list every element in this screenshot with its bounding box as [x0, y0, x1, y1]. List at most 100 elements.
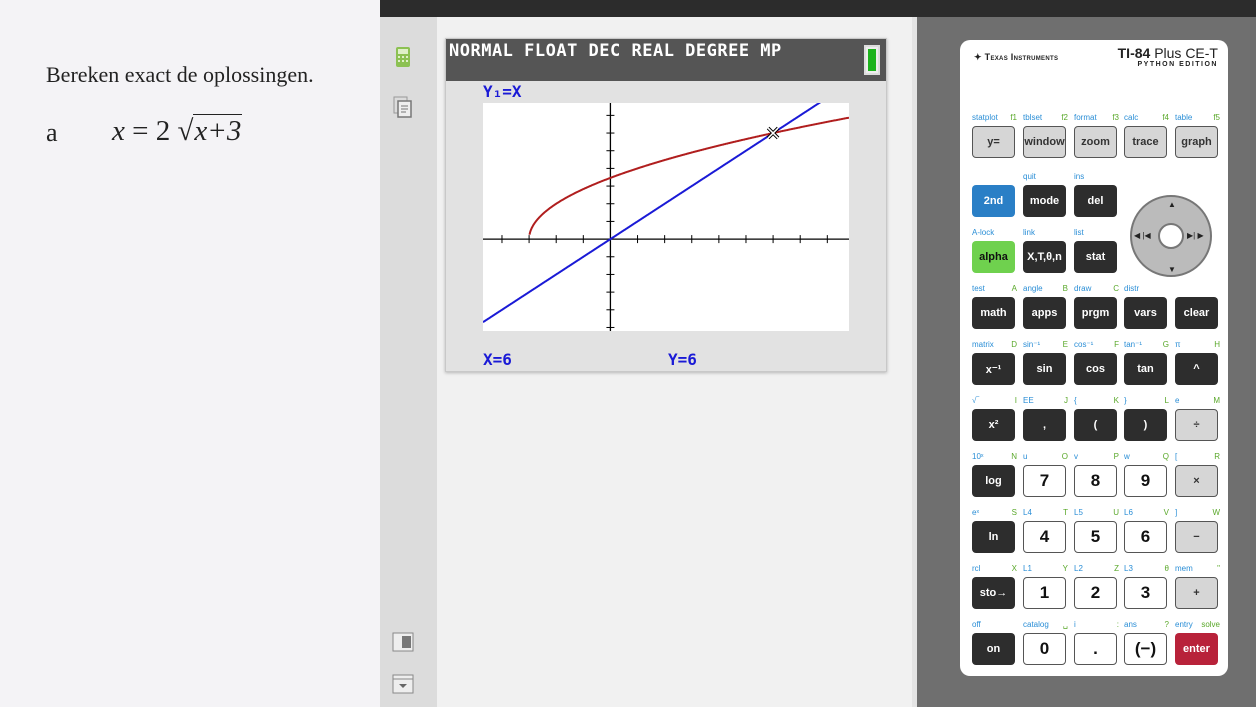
key-button[interactable]: (−) [1124, 633, 1167, 665]
key-button[interactable]: + [1175, 577, 1218, 609]
key-button[interactable]: enter [1175, 633, 1218, 665]
dpad[interactable]: ▲ ▼ ◀ |◀ ▶| ▶ [1130, 195, 1212, 277]
key-button[interactable]: math [972, 297, 1015, 329]
key-button[interactable]: y= [972, 126, 1015, 158]
key-button[interactable]: tan [1124, 353, 1167, 385]
key-button[interactable]: log [972, 465, 1015, 497]
key-button[interactable]: apps [1023, 297, 1066, 329]
key-button[interactable]: on [972, 633, 1015, 665]
key-button[interactable]: clear [1175, 297, 1218, 329]
key-button[interactable]: 3 [1124, 577, 1167, 609]
brand-name: Texas Instruments [984, 52, 1059, 62]
arrow-right-button[interactable]: ▶| ▶ [1187, 231, 1204, 240]
second-function-label: 10ˣ [972, 452, 984, 461]
key-cell: u O 7 [1023, 452, 1068, 502]
key-button[interactable]: del [1074, 185, 1117, 217]
alpha-label: θ [1164, 564, 1169, 573]
key-cell: } L) [1124, 396, 1169, 446]
alpha-label: F [1114, 340, 1119, 349]
alpha-label: W [1212, 508, 1220, 517]
equation: x = 2 √x+3 [112, 114, 243, 148]
key-cell: i:. [1074, 620, 1119, 670]
second-function-label: } [1124, 396, 1127, 405]
key-button[interactable]: 9 [1124, 465, 1167, 497]
key-button[interactable]: X,T,θ,n [1023, 241, 1066, 273]
key-button[interactable]: 5 [1074, 521, 1117, 553]
keypad-layout-icon[interactable] [392, 630, 414, 654]
collapse-icon[interactable] [392, 672, 414, 696]
plot-background [483, 103, 849, 331]
key-button[interactable]: , [1023, 409, 1066, 441]
key-button[interactable]: 4 [1023, 521, 1066, 553]
alpha-label: A [1011, 284, 1017, 293]
second-function-label: off [972, 620, 981, 629]
key-cell: format f3 zoom [1074, 113, 1119, 163]
alpha-label: f1 [1010, 113, 1017, 122]
arrow-left-button[interactable]: ◀ |◀ [1134, 231, 1151, 240]
arrow-up-button[interactable]: ▲ [1168, 200, 1176, 209]
alpha-label: D [1011, 340, 1017, 349]
key-button[interactable]: 8 [1074, 465, 1117, 497]
model-name: TI-84 Plus CE-T PYTHON EDITION [1118, 45, 1218, 68]
key-button[interactable]: ) [1124, 409, 1167, 441]
key-cell: ins del [1074, 172, 1119, 222]
second-function-label: format [1074, 113, 1097, 122]
second-function-label: sin⁻¹ [1023, 340, 1041, 349]
key-button[interactable]: x⁻¹ [972, 353, 1015, 385]
panel-resize-handle[interactable] [912, 17, 917, 707]
key-button[interactable]: sin [1023, 353, 1066, 385]
key-button[interactable]: sto→ [972, 577, 1015, 609]
battery-icon [864, 45, 880, 75]
key-button[interactable]: prgm [1074, 297, 1117, 329]
key-button[interactable]: zoom [1074, 126, 1117, 158]
trace-cursor [767, 127, 779, 139]
second-function-label: EE [1023, 396, 1034, 405]
graph-area[interactable] [483, 103, 849, 331]
eq-equals: = [132, 115, 149, 147]
alpha-label: O [1061, 452, 1068, 461]
model-rest: Plus CE-T [1150, 45, 1218, 61]
key-button[interactable]: mode [1023, 185, 1066, 217]
key-button[interactable]: ln [972, 521, 1015, 553]
key-button[interactable]: window [1023, 126, 1066, 158]
key-cell: e M ÷ [1175, 396, 1220, 446]
key-button[interactable]: x² [972, 409, 1015, 441]
second-function-label: { [1074, 396, 1077, 405]
alpha-label: B [1062, 284, 1068, 293]
key-button[interactable]: cos [1074, 353, 1117, 385]
key-button[interactable]: ( [1074, 409, 1117, 441]
second-function-label: link [1023, 228, 1036, 237]
arrow-down-button[interactable]: ▼ [1168, 265, 1176, 274]
key-button[interactable]: vars [1124, 297, 1167, 329]
second-function-label: statplot [972, 113, 998, 122]
key-button[interactable]: ^ [1175, 353, 1218, 385]
key-cell: clear [1175, 284, 1220, 334]
key-button[interactable]: 2 [1074, 577, 1117, 609]
second-function-label: eˣ [972, 508, 980, 517]
eq-radicand: x+3 [193, 114, 243, 147]
second-function-label: ] [1175, 508, 1178, 517]
key-button[interactable]: 6 [1124, 521, 1167, 553]
key-button[interactable]: × [1175, 465, 1218, 497]
key-button[interactable]: 2nd [972, 185, 1015, 217]
key-button[interactable]: 1 [1023, 577, 1066, 609]
second-function-label: rcl [972, 564, 981, 573]
key-button[interactable]: − [1175, 521, 1218, 553]
key-cell: ans? (−) [1124, 620, 1169, 670]
key-button[interactable]: alpha [972, 241, 1015, 273]
key-button[interactable]: trace [1124, 126, 1167, 158]
key-button[interactable]: graph [1175, 126, 1218, 158]
key-button[interactable]: 0 [1023, 633, 1066, 665]
calculator-icon[interactable] [392, 45, 414, 69]
key-button[interactable]: 7 [1023, 465, 1066, 497]
key-button[interactable]: . [1074, 633, 1117, 665]
alpha-label: f4 [1162, 113, 1169, 122]
documents-icon[interactable] [392, 95, 414, 119]
key-cell: quit mode [1023, 172, 1068, 222]
key-button[interactable]: ÷ [1175, 409, 1218, 441]
key-button[interactable]: stat [1074, 241, 1117, 273]
second-function-label: w [1124, 452, 1130, 461]
